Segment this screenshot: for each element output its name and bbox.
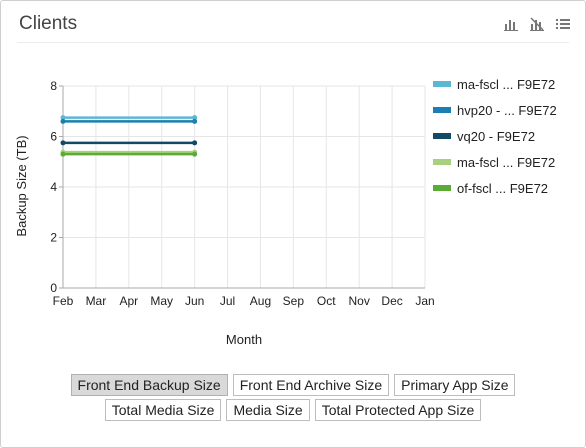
legend-item[interactable]: of-fscl ... F9E72 (433, 177, 557, 199)
list-icon[interactable] (555, 16, 571, 32)
tab-total-protected-app-size-button[interactable]: Total Protected App Size (314, 399, 482, 421)
y-tick-label: 6 (50, 130, 57, 144)
series-point (60, 118, 66, 124)
series-point (192, 151, 198, 157)
series-point (192, 115, 198, 121)
x-tick-label: Jul (220, 294, 235, 308)
series-point (60, 151, 66, 157)
x-tick-label: Mar (86, 294, 107, 308)
y-tick-label: 0 (50, 281, 57, 295)
x-tick-label: Jan (415, 294, 434, 308)
y-tick-label: 4 (50, 180, 57, 194)
series-point (192, 140, 198, 146)
panel-title: Clients (19, 13, 78, 34)
tab-primary-app-size-button[interactable]: Primary App Size (394, 374, 516, 396)
legend-label: vq20 - F9E72 (457, 128, 536, 144)
metric-tabs-row-2: Total Media Size Media Size Total Protecte… (0, 399, 586, 421)
tab-total-media-size-button[interactable]: Total Media Size (104, 399, 222, 421)
x-axis-label: Month (226, 332, 262, 347)
legend-item[interactable]: vq20 - F9E72 (433, 125, 557, 147)
tab-front-end-backup-size-button[interactable]: Front End Backup Size (70, 374, 228, 396)
bar-chart-off-icon[interactable] (529, 16, 545, 32)
metric-tabs-row-1: Front End Backup Size Front End Archive S… (0, 374, 586, 396)
legend-swatch (433, 133, 451, 139)
legend-label: ma-fscl ... F9E72 (457, 76, 556, 92)
y-axis-label: Backup Size (TB) (14, 135, 29, 236)
x-tick-label: Sep (283, 294, 305, 308)
series-point (60, 115, 66, 121)
legend-item[interactable]: ma-fscl ... F9E72 (433, 151, 557, 173)
x-tick-label: Dec (381, 294, 402, 308)
legend-swatch (433, 107, 451, 113)
series-point (192, 118, 198, 124)
header-divider (17, 42, 569, 43)
legend-swatch (433, 185, 451, 191)
header-toolbar (503, 16, 571, 32)
bar-chart-icon[interactable] (503, 16, 519, 32)
tab-media-size-button[interactable]: Media Size (226, 399, 310, 421)
legend-item[interactable]: hvp20 - ... F9E72 (433, 99, 557, 121)
legend-label: of-fscl ... F9E72 (457, 180, 549, 196)
x-tick-label: Aug (250, 294, 271, 308)
x-tick-label: Oct (317, 294, 336, 308)
legend-label: ma-fscl ... F9E72 (457, 154, 556, 170)
series-point (60, 140, 66, 146)
x-tick-label: Apr (119, 294, 138, 308)
chart-legend: ma-fscl ... F9E72 hvp20 - ... F9E72 vq20 -… (433, 73, 557, 203)
tab-front-end-archive-size-button[interactable]: Front End Archive Size (232, 374, 390, 396)
legend-label: hvp20 - ... F9E72 (457, 102, 557, 118)
y-tick-label: 2 (50, 231, 57, 245)
x-tick-label: Jun (185, 294, 204, 308)
legend-item[interactable]: ma-fscl ... F9E72 (433, 73, 557, 95)
x-tick-label: Feb (53, 294, 74, 308)
x-tick-label: Nov (349, 294, 370, 308)
legend-swatch (433, 81, 451, 87)
y-tick-label: 8 (50, 79, 57, 93)
legend-swatch (433, 159, 451, 165)
x-tick-label: May (150, 294, 173, 308)
